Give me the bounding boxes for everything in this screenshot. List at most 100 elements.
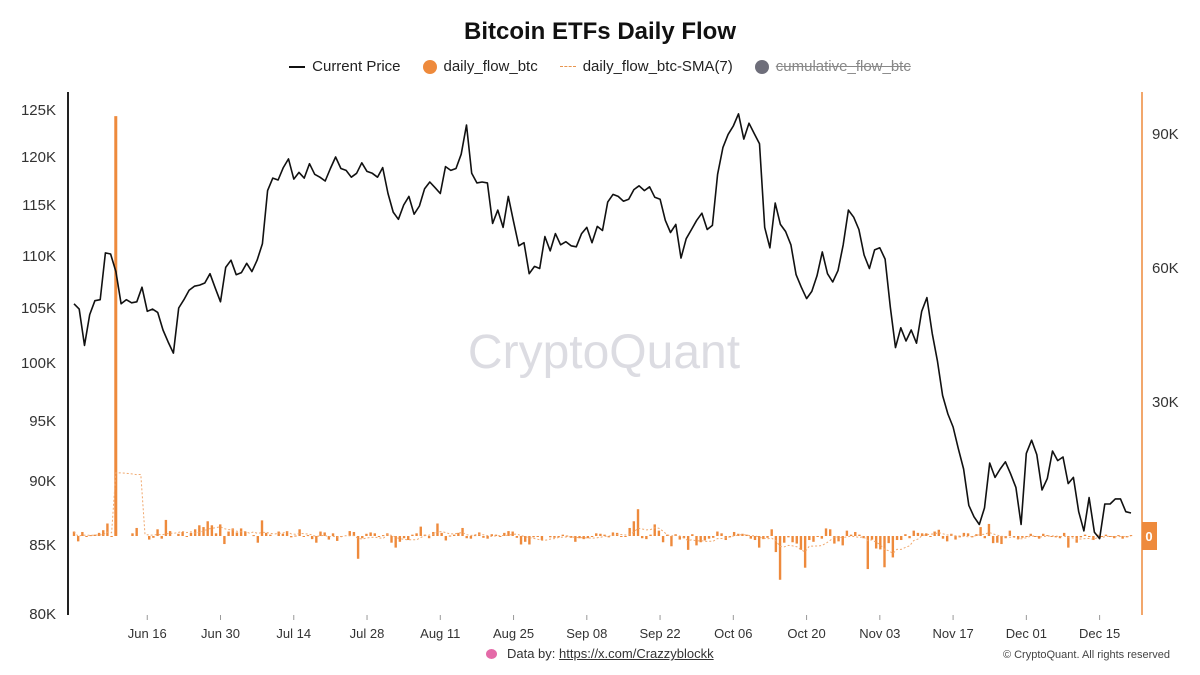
flow-bar bbox=[110, 536, 113, 537]
data-by-label: Data by: bbox=[506, 646, 556, 661]
data-source-link[interactable]: https://x.com/Crazzyblockk bbox=[559, 646, 714, 661]
flow-bar bbox=[578, 536, 581, 539]
flow-bar bbox=[536, 536, 539, 537]
flow-bar bbox=[260, 520, 264, 536]
flow-bar bbox=[879, 536, 882, 550]
y-left-tick-label: 100K bbox=[21, 355, 56, 372]
flow-bar bbox=[214, 533, 218, 536]
flow-bar bbox=[828, 529, 832, 536]
flow-bar bbox=[331, 533, 335, 536]
flow-bar bbox=[741, 533, 744, 536]
flow-bar bbox=[319, 531, 322, 536]
flow-bar bbox=[1037, 536, 1041, 539]
flow-bar bbox=[402, 536, 406, 539]
flow-bar bbox=[783, 536, 786, 543]
flow-bar bbox=[620, 536, 623, 537]
x-tick-label: Aug 11 bbox=[420, 626, 460, 641]
flow-bar bbox=[469, 536, 473, 539]
flow-bar bbox=[979, 527, 982, 536]
x-tick-label: Jul 14 bbox=[276, 626, 311, 641]
axes: 80K 85K 90K 95K 100K 105K 110K 115K 120K 125K 30K 6… bbox=[21, 92, 1179, 641]
flow-bar bbox=[908, 536, 911, 539]
flow-bar bbox=[874, 536, 878, 549]
flow-bar bbox=[1113, 536, 1116, 539]
flow-bar bbox=[561, 534, 565, 536]
flow-bar bbox=[991, 536, 995, 544]
x-tick-label: Dec 01 bbox=[1006, 626, 1047, 641]
flow-bar bbox=[452, 534, 456, 536]
flow-bar bbox=[565, 535, 569, 537]
flow-bar bbox=[361, 536, 364, 539]
flow-bar bbox=[987, 523, 991, 536]
flow-bar bbox=[916, 532, 920, 536]
flow-bar bbox=[407, 536, 410, 541]
flow-bar bbox=[89, 535, 92, 537]
flow-bar bbox=[933, 531, 936, 536]
flow-bar bbox=[703, 536, 707, 541]
flow-bar bbox=[553, 536, 556, 538]
flow-bar bbox=[244, 531, 247, 536]
legend-item-current-price[interactable]: Current Price bbox=[289, 58, 401, 75]
flow-bar bbox=[177, 533, 180, 536]
flow-bar bbox=[264, 532, 268, 536]
legend-item-cumulative-flow[interactable]: cumulative_flow_btc bbox=[754, 58, 911, 75]
flow-bar bbox=[900, 536, 903, 541]
flow-bar bbox=[135, 527, 138, 536]
flow-bar bbox=[419, 526, 422, 536]
x-tick-label: Nov 03 bbox=[859, 626, 900, 641]
legend-label: Current Price bbox=[312, 58, 401, 75]
flow-bar bbox=[185, 536, 189, 537]
dot-swatch-icon bbox=[422, 59, 437, 74]
flow-bar bbox=[574, 536, 577, 542]
flow-bar bbox=[1062, 532, 1066, 536]
flow-bar bbox=[102, 530, 105, 536]
x-tick-label: Jun 16 bbox=[128, 626, 167, 641]
flow-bar bbox=[507, 531, 510, 536]
flow-bar bbox=[774, 536, 778, 553]
sma-line bbox=[73, 472, 1132, 555]
flow-bar bbox=[465, 536, 468, 539]
flow-bar bbox=[824, 528, 828, 536]
flow-bar bbox=[252, 535, 255, 537]
flow-bar bbox=[649, 534, 652, 536]
flow-bar bbox=[712, 536, 715, 538]
flow-bar bbox=[645, 536, 648, 540]
flow-bar bbox=[945, 536, 949, 542]
flow-bar bbox=[678, 536, 681, 540]
flow-bar bbox=[381, 535, 385, 537]
flow-bar bbox=[486, 536, 489, 539]
flow-bar bbox=[131, 533, 134, 536]
flow-bar bbox=[904, 534, 907, 536]
flow-bar bbox=[461, 527, 464, 536]
chart-title: Bitcoin ETFs Daily Flow bbox=[463, 18, 737, 45]
flow-bar bbox=[628, 527, 631, 536]
sma-series bbox=[73, 472, 1132, 555]
flow-bar bbox=[114, 116, 118, 536]
legend-item-daily-flow[interactable]: daily_flow_btc bbox=[422, 58, 538, 75]
flow-bar bbox=[511, 531, 514, 536]
x-tick-label: Sep 08 bbox=[566, 626, 607, 641]
price-line bbox=[73, 113, 1132, 540]
flow-bar bbox=[841, 536, 844, 546]
flow-bar bbox=[306, 535, 310, 537]
line-swatch-icon bbox=[289, 65, 306, 68]
copyright-notice: © CryptoQuant. All rights reserved bbox=[1002, 649, 1170, 661]
flow-bar bbox=[716, 531, 719, 536]
flow-bar bbox=[632, 521, 636, 536]
flow-bar bbox=[219, 524, 222, 536]
flow-bar bbox=[210, 525, 214, 536]
flow-bar bbox=[595, 533, 598, 536]
flow-bar bbox=[682, 536, 686, 539]
flow-bar bbox=[636, 509, 640, 536]
legend-label: daily_flow_btc-SMA(7) bbox=[582, 58, 733, 75]
flow-bar bbox=[327, 536, 331, 540]
flow-bar bbox=[436, 523, 439, 536]
flow-bar bbox=[745, 534, 748, 536]
flow-bar bbox=[532, 536, 535, 538]
flow-bar bbox=[778, 536, 782, 580]
flow-bar bbox=[920, 533, 924, 536]
y-left-tick-label: 90K bbox=[29, 473, 56, 490]
flow-bar bbox=[398, 536, 402, 542]
legend-item-flow-sma[interactable]: daily_flow_btc-SMA(7) bbox=[559, 58, 733, 75]
